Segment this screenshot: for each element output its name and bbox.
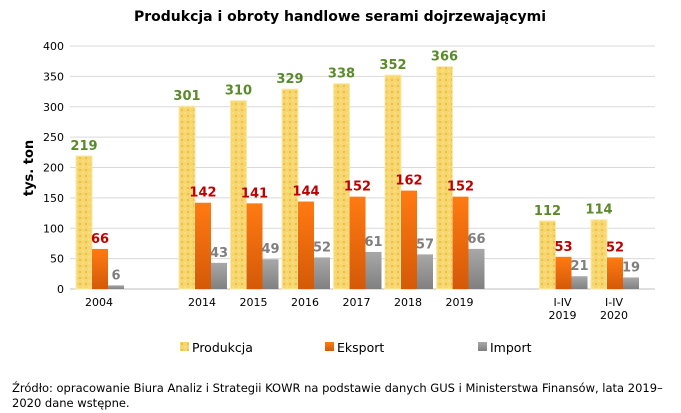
data-label: 141 (241, 186, 268, 201)
bar-produkcja (333, 83, 350, 290)
bar-eksport (195, 202, 211, 289)
bar-eksport (92, 248, 108, 289)
x-tick-label: 2018 (394, 296, 422, 309)
y-axis-label: tys. ton (22, 140, 37, 196)
source-note: Źródło: opracowanie Biura Analiz i Strat… (12, 381, 663, 410)
x-tick-label: 2019 (446, 296, 474, 309)
bar-produkcja (281, 88, 299, 290)
x-tick-label: 2004 (85, 296, 113, 309)
bar-chart: Produkcja i obroty handlowe serami dojrz… (22, 9, 655, 355)
data-label: 66 (91, 232, 109, 247)
bar-produkcja (590, 219, 608, 290)
data-label: 152 (344, 180, 371, 195)
data-label: 52 (313, 240, 331, 255)
y-tick-label: 100 (43, 222, 64, 235)
data-label: 19 (622, 260, 640, 275)
data-label: 329 (276, 72, 303, 87)
legend-swatch (180, 342, 189, 351)
bar-eksport (607, 257, 623, 289)
data-label: 338 (328, 67, 355, 82)
data-label: 21 (570, 259, 588, 274)
bar-eksport (452, 196, 469, 289)
data-label: 219 (70, 139, 97, 154)
bar-eksport (401, 190, 417, 289)
data-label: 43 (210, 246, 228, 261)
bar-eksport (555, 256, 572, 289)
data-label: 61 (364, 235, 382, 250)
y-tick-label: 150 (43, 192, 64, 205)
bar-eksport (298, 201, 314, 289)
bar-import (417, 254, 433, 289)
bar-import (623, 277, 639, 289)
bar-produkcja (384, 74, 402, 290)
y-tick-label: 250 (43, 131, 64, 144)
bar-import (365, 251, 382, 289)
data-label: 6 (111, 268, 120, 283)
legend-swatch (478, 342, 487, 351)
legend-label: Eksport (337, 340, 384, 355)
y-tick-label: 300 (43, 101, 64, 114)
bar-produkcja (178, 105, 196, 290)
bar-produkcja (75, 155, 93, 290)
bar-import (211, 262, 227, 289)
bar-produkcja (436, 66, 453, 290)
x-tick-label: 2017 (343, 296, 371, 309)
x-tick-label: 2019 (549, 309, 577, 322)
x-tick-label: 2015 (240, 296, 268, 309)
bar-import (571, 276, 588, 289)
bar-produkcja (230, 100, 247, 290)
data-label: 57 (416, 237, 434, 252)
x-tick-label: I-IV (605, 296, 623, 309)
bar-produkcja (539, 220, 556, 290)
data-label: 152 (447, 180, 474, 195)
x-tick-label: I-IV (554, 296, 572, 309)
bar-import (262, 259, 279, 289)
data-label: 352 (379, 58, 406, 73)
data-label: 144 (292, 185, 319, 200)
legend-swatch (325, 342, 334, 351)
data-label: 49 (261, 242, 279, 257)
bar-eksport (246, 203, 263, 289)
chart-title: Produkcja i obroty handlowe serami dojrz… (134, 9, 546, 25)
data-label: 142 (189, 186, 216, 201)
data-label: 366 (431, 50, 458, 65)
data-label: 112 (534, 204, 561, 219)
y-tick-label: 400 (43, 40, 64, 53)
legend-label: Produkcja (192, 340, 253, 355)
y-tick-label: 350 (43, 70, 64, 83)
data-label: 114 (585, 203, 612, 218)
bar-import (468, 248, 485, 289)
data-label: 301 (173, 89, 200, 104)
data-label: 53 (554, 240, 572, 255)
data-label: 162 (395, 174, 422, 189)
y-tick-label: 50 (50, 253, 64, 266)
bar-import (108, 285, 124, 289)
data-label: 52 (606, 240, 624, 255)
x-tick-label: 2020 (600, 309, 628, 322)
bar-import (314, 257, 330, 289)
data-label: 66 (467, 232, 485, 247)
y-tick-label: 200 (43, 162, 64, 175)
bar-eksport (349, 196, 366, 289)
data-label: 310 (225, 84, 252, 99)
y-tick-label: 0 (57, 283, 64, 296)
x-tick-label: 2016 (291, 296, 319, 309)
x-tick-label: 2014 (188, 296, 216, 309)
legend-label: Import (490, 340, 532, 355)
